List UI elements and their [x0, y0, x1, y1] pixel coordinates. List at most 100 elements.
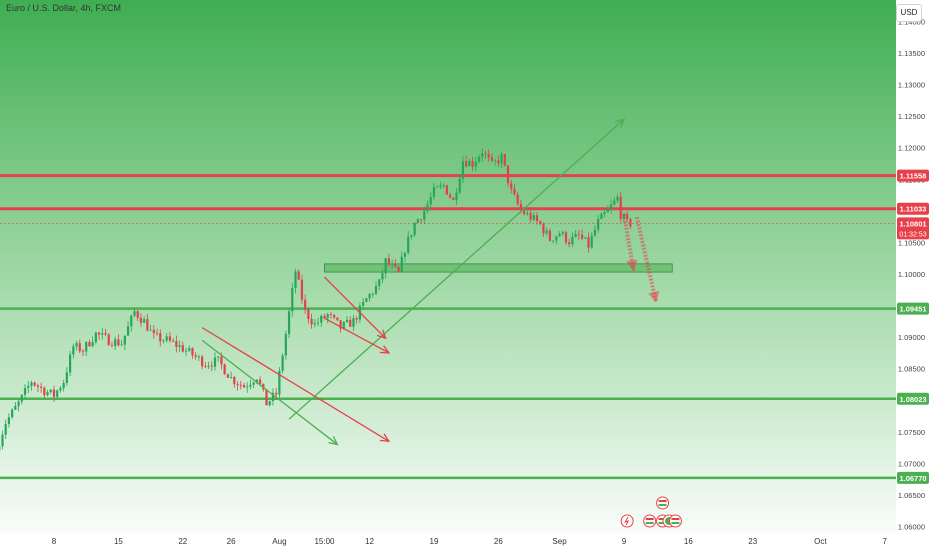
candle-body [375, 286, 377, 294]
candle-body [346, 320, 348, 322]
flag-event-icon[interactable] [669, 515, 681, 527]
candle-body [513, 189, 515, 195]
price-level-badge-label: 1.11033 [900, 205, 927, 214]
time-scale-background [0, 533, 932, 550]
candle-body [117, 339, 119, 345]
flag-event-icon[interactable] [644, 515, 656, 527]
candle-body [1, 435, 3, 447]
candle-body [211, 366, 213, 367]
candle-body [159, 333, 161, 341]
candle-body [368, 294, 370, 298]
candle-body [92, 342, 94, 346]
y-axis-tick-label: 1.07500 [898, 428, 925, 437]
candle-body [227, 374, 229, 378]
candle-body [372, 294, 374, 295]
x-axis-tick-label: 15:00 [314, 537, 335, 546]
candle-body [50, 390, 52, 393]
candle-body [201, 357, 203, 367]
candle-body [439, 185, 441, 186]
candle-body [233, 377, 235, 384]
current-price-label: 1.10801 [899, 219, 926, 228]
candle-body [423, 211, 425, 219]
candle-body [246, 387, 248, 388]
y-axis-tick-label: 1.13000 [898, 81, 925, 90]
lightning-event-icon[interactable] [621, 515, 633, 527]
candle-body [230, 377, 232, 378]
candle-body [430, 197, 432, 204]
candle-body [294, 271, 296, 288]
candle-body [510, 183, 512, 188]
candle-body [610, 205, 612, 209]
y-axis-tick-label: 1.12000 [898, 144, 925, 153]
candle-body [30, 383, 32, 386]
candle-body [85, 342, 87, 351]
candle-body [523, 210, 525, 214]
candle-body [214, 358, 216, 367]
candle-body [526, 213, 528, 214]
y-axis-tick-label: 1.10500 [898, 238, 925, 247]
candle-body [172, 341, 174, 342]
candle-body [40, 387, 42, 388]
candle-body [542, 224, 544, 233]
candle-body [265, 389, 267, 405]
candle-body [488, 154, 490, 157]
candle-body [317, 323, 319, 324]
candle-body [455, 193, 457, 200]
countdown-label: 01:32:53 [899, 231, 926, 238]
flag-event-icon[interactable] [657, 497, 669, 509]
candle-body [304, 300, 306, 310]
candle-body [378, 279, 380, 286]
x-axis-tick-label: 23 [748, 537, 757, 546]
candle-body [459, 179, 461, 193]
candle-body [507, 165, 509, 183]
candle-body [8, 417, 10, 424]
candle-body [224, 364, 226, 374]
candle-body [130, 316, 132, 327]
candle-body [520, 204, 522, 211]
candle-body [27, 386, 29, 388]
candle-body [207, 366, 209, 367]
candle-body [249, 385, 251, 387]
x-axis-tick-label: Oct [814, 537, 827, 546]
candle-body [356, 318, 358, 319]
candle-body [352, 318, 354, 327]
flag-stripe [659, 502, 667, 504]
candle-body [491, 157, 493, 160]
candle-body [562, 232, 564, 234]
candle-body [414, 223, 416, 235]
candle-body [397, 267, 399, 272]
candle-body [362, 302, 364, 306]
candle-body [104, 333, 106, 334]
candle-body [571, 237, 573, 244]
candle-body [616, 197, 618, 201]
candle-body [581, 235, 583, 239]
candle-body [320, 316, 322, 323]
x-axis-tick-label: 26 [227, 537, 236, 546]
x-axis-tick-label: Aug [272, 537, 286, 546]
candle-body [333, 315, 335, 318]
candle-body [34, 383, 36, 386]
candle-body [575, 234, 577, 237]
x-axis-tick-label: 22 [178, 537, 187, 546]
candle-body [327, 314, 329, 318]
candle-body [236, 384, 238, 385]
candle-body [529, 213, 531, 220]
currency-button[interactable]: USD [896, 4, 922, 22]
candle-body [11, 410, 13, 418]
candle-body [95, 333, 97, 343]
x-axis-tick-label: 26 [494, 537, 503, 546]
candle-body [24, 388, 26, 395]
candle-body [420, 219, 422, 220]
y-axis-tick-label: 1.10000 [898, 270, 925, 279]
candle-body [56, 390, 58, 396]
candle-body [156, 333, 158, 334]
candle-body [584, 237, 586, 238]
candle-body [629, 219, 631, 226]
x-axis-tick-label: 8 [52, 537, 57, 546]
candle-body [162, 340, 164, 341]
supply-demand-zone [324, 264, 672, 272]
candle-body [517, 195, 519, 204]
candle-body [407, 237, 409, 253]
candle-body [111, 345, 113, 346]
